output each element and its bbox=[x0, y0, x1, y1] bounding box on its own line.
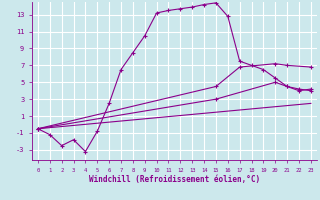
X-axis label: Windchill (Refroidissement éolien,°C): Windchill (Refroidissement éolien,°C) bbox=[89, 175, 260, 184]
